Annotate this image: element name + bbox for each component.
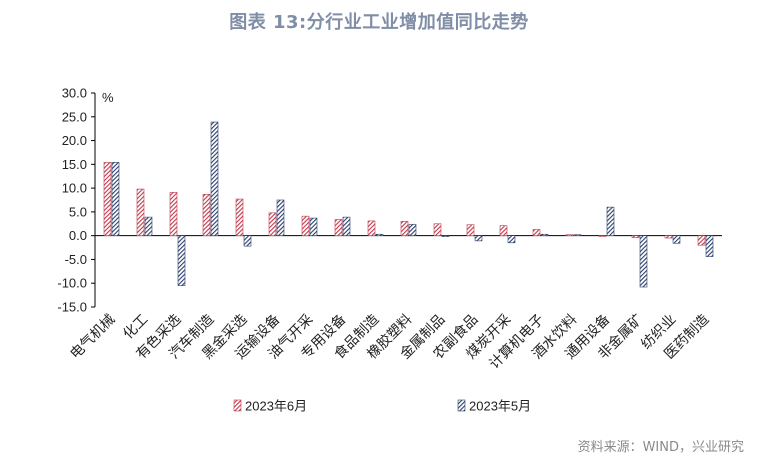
y-tick-label: -10.0 [57, 276, 87, 291]
bar-jun-14 [565, 234, 574, 236]
bar-jun-18 [697, 235, 706, 246]
bar-may-13 [540, 233, 549, 236]
y-unit-label: % [102, 90, 114, 105]
bar-jun-10 [433, 223, 442, 236]
bar-jun-6 [301, 215, 310, 236]
legend-swatch [457, 399, 466, 412]
y-tick-label: 15.0 [62, 157, 87, 172]
chart-title: 图表 13:分行业工业增加值同比走势 [229, 12, 529, 33]
bar-jun-2 [169, 192, 178, 236]
y-tick-label: 0.0 [69, 228, 87, 243]
bar-may-8 [375, 233, 384, 236]
source-note: 资料来源：WIND，兴业研究 [577, 440, 744, 455]
bar-jun-1 [136, 188, 145, 236]
y-tick-label: 20.0 [62, 133, 87, 148]
bar-may-1 [144, 216, 153, 236]
bar-may-6 [309, 217, 318, 236]
bar-may-5 [276, 199, 285, 236]
bar-may-0 [111, 162, 120, 236]
bar-may-3 [210, 121, 219, 236]
y-tick-label: 25.0 [62, 109, 87, 124]
y-tick-label: -5.0 [65, 252, 87, 267]
legend-swatch [233, 399, 242, 412]
bar-may-14 [573, 234, 582, 236]
bar-may-10 [441, 235, 450, 237]
bar-jun-16 [631, 235, 640, 238]
bar-jun-11 [466, 224, 475, 236]
bar-may-11 [474, 235, 483, 242]
bar-jun-0 [103, 162, 112, 236]
bar-jun-15 [598, 235, 607, 237]
y-tick-label: -15.0 [57, 300, 87, 315]
legend-label: 2023年5月 [469, 399, 531, 414]
y-tick-label: 5.0 [69, 204, 87, 219]
bar-jun-4 [235, 198, 244, 236]
bar-may-15 [606, 206, 615, 236]
bar-may-7 [342, 216, 351, 236]
bar-may-12 [507, 235, 516, 244]
y-tick-label: 10.0 [62, 181, 87, 196]
bar-may-17 [672, 235, 681, 244]
bar-may-16 [639, 235, 648, 288]
bar-jun-3 [202, 193, 211, 236]
bar-may-4 [243, 235, 252, 247]
bar-jun-5 [268, 212, 277, 236]
bar-may-2 [177, 235, 186, 286]
legend: 2023年6月 2023年5月 [233, 399, 531, 414]
bar-may-9 [408, 223, 417, 236]
bar-jun-7 [334, 219, 343, 236]
bars [103, 121, 714, 288]
bar-jun-9 [400, 221, 409, 236]
bar-jun-13 [532, 229, 541, 236]
bar-jun-12 [499, 225, 508, 236]
axes: 30.0 25.0 20.0 15.0 10.0 5.0 0.0 -5.0 -10.0 -15.0… [57, 86, 722, 315]
bar-may-18 [705, 235, 714, 257]
category-label: 电气机械 [67, 312, 118, 363]
legend-label: 2023年6月 [245, 399, 307, 414]
bar-jun-8 [367, 220, 376, 236]
bar-jun-17 [664, 235, 673, 239]
y-tick-label: 30.0 [62, 86, 87, 101]
category-labels: 电气机械 化工有色采选汽车制造黑金采选运输设备油气开采专用设备食品制造橡胶塑料金属… [67, 311, 712, 373]
